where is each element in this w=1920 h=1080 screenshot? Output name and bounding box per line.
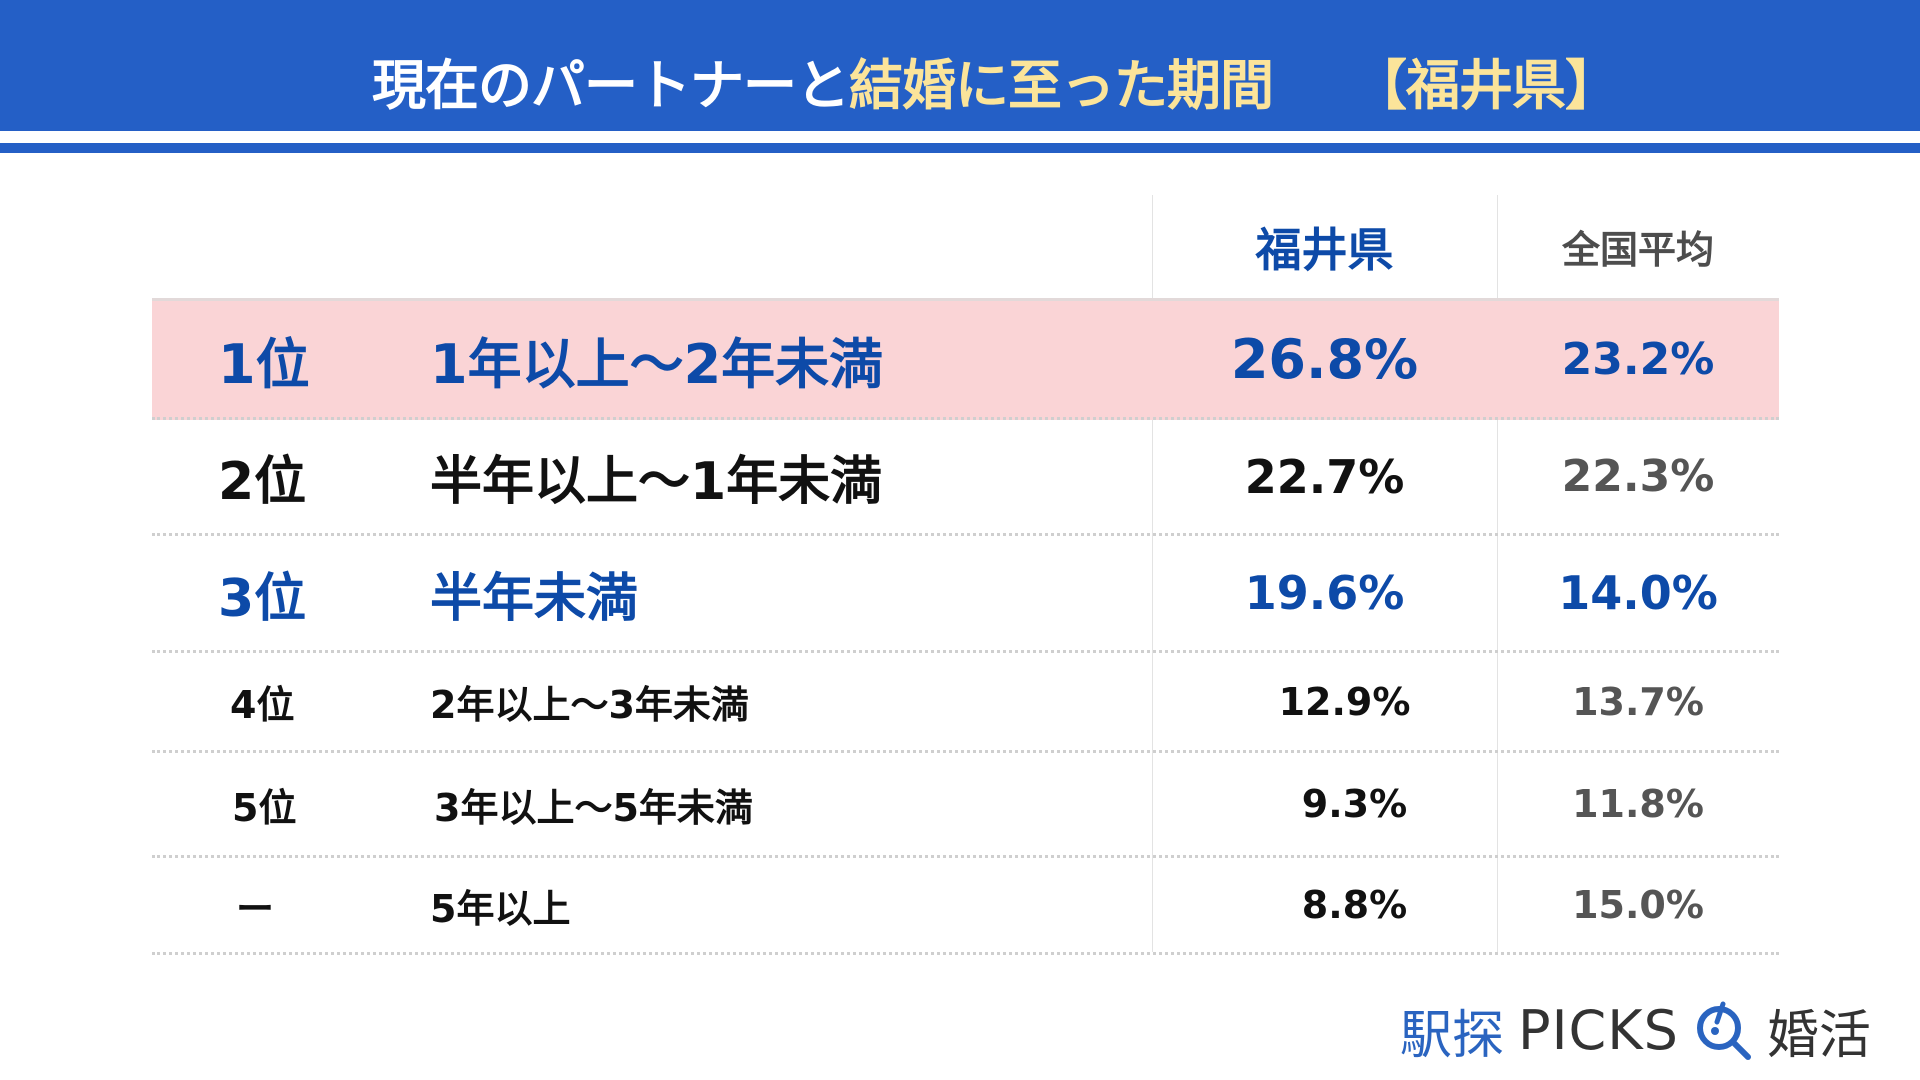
table-row: 4位 2年以上〜3年未満 12.9% 13.7% — [152, 653, 1779, 753]
label-cell: 半年未満 — [430, 568, 639, 629]
pref-value-cell: 9.3% — [1301, 782, 1408, 826]
national-value-cell: 15.0% — [1572, 883, 1704, 927]
logo-ekitan: 駅探 — [1400, 1005, 1505, 1066]
rank-cell: ー — [236, 886, 275, 931]
rank-cell: 3位 — [218, 568, 307, 629]
table-row: ー 5年以上 8.8% 15.0% — [152, 858, 1779, 955]
table-row: 5位 3年以上〜5年未満 9.3% 11.8% — [152, 753, 1779, 858]
label-cell: 2年以上〜3年未満 — [430, 683, 749, 727]
logo-konkatsu: 婚活 — [1766, 1005, 1871, 1066]
table-header: 福井県 全国平均 — [152, 195, 1779, 298]
label-cell: 半年以上〜1年未満 — [430, 452, 883, 512]
page-title: 現在のパートナーと 結婚に至った期間 【福井県】 — [372, 40, 1619, 120]
label-cell: 1年以上〜2年未満 — [430, 332, 884, 396]
title-part-2: 結婚に至った期間 — [849, 53, 1274, 117]
column-header-pref: 福井県 — [1255, 222, 1394, 277]
pref-value-cell: 26.8% — [1230, 327, 1419, 391]
rank-cell: 4位 — [230, 683, 295, 727]
logo-picks: PICKS — [1518, 998, 1679, 1062]
title-prefecture: 【福井県】 — [1353, 53, 1619, 117]
rank-cell: 1位 — [218, 332, 310, 396]
column-divider-pref — [1152, 195, 1153, 952]
national-value-cell: 11.8% — [1572, 782, 1704, 826]
label-cell: 5年以上 — [430, 886, 571, 931]
column-divider-national — [1497, 195, 1498, 952]
table-row: 3位 半年未満 19.6% 14.0% — [152, 536, 1779, 653]
pref-value-cell: 22.7% — [1244, 449, 1405, 504]
column-header-national: 全国平均 — [1561, 228, 1714, 272]
rank-cell: 5位 — [232, 785, 297, 830]
national-value-cell: 22.3% — [1561, 451, 1715, 502]
title-part-1: 現在のパートナーと — [372, 53, 850, 117]
pref-value-cell: 19.6% — [1244, 566, 1405, 620]
table-row: 1位 1年以上〜2年未満 26.8% 23.2% — [152, 298, 1779, 420]
national-value-cell: 23.2% — [1561, 333, 1715, 385]
header-band: 現在のパートナーと 結婚に至った期間 【福井県】 — [0, 0, 1920, 131]
label-cell: 3年以上〜5年未満 — [434, 785, 753, 830]
pref-value-cell: 8.8% — [1301, 883, 1408, 927]
ranking-table: 福井県 全国平均 1位 1年以上〜2年未満 26.8% 23.2% 2位 半年以… — [152, 195, 1779, 955]
pref-value-cell: 12.9% — [1278, 679, 1411, 724]
rank-cell: 2位 — [218, 452, 307, 512]
table-row: 2位 半年以上〜1年未満 22.7% 22.3% — [152, 420, 1779, 536]
search-magnifier-icon — [1693, 1000, 1753, 1060]
national-value-cell: 13.7% — [1572, 679, 1704, 724]
national-value-cell: 14.0% — [1558, 566, 1718, 620]
header-divider-blue — [0, 143, 1920, 153]
brand-logo: 駅探 PICKS 婚活 — [1400, 995, 1871, 1066]
header-divider-white — [0, 131, 1920, 143]
